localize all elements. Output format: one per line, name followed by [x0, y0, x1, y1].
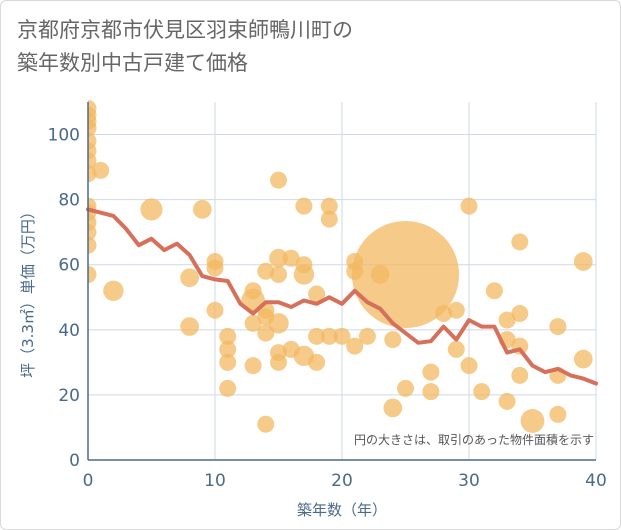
chart-title-line-1: 京都府京都市伏見区羽束師鴨川町の: [17, 18, 353, 42]
x-axis-label: 築年数（年）: [297, 501, 387, 519]
data-bubble: [511, 305, 529, 323]
data-bubble: [88, 265, 97, 283]
data-bubble: [498, 392, 516, 410]
data-bubble: [333, 327, 351, 345]
data-bubble: [447, 301, 465, 319]
data-bubble: [88, 236, 97, 254]
data-bubble: [257, 262, 275, 280]
x-tick-label: 30: [458, 471, 480, 491]
data-bubble: [88, 119, 97, 137]
data-bubble: [219, 353, 237, 371]
data-bubble: [573, 252, 593, 271]
data-bubble: [257, 415, 275, 433]
y-tick-label: 0: [69, 451, 80, 471]
data-bubble: [520, 409, 545, 433]
bubble-series: [88, 100, 593, 433]
data-bubble: [88, 223, 97, 241]
tick-labels: 0 20 40 60 80 100 0 10 20 30 40: [48, 126, 607, 491]
data-bubble: [180, 268, 199, 288]
trend-line: [86, 207, 598, 386]
data-bubble: [103, 280, 124, 301]
y-tick-label: 40: [58, 321, 80, 341]
bubble-size-note: 円の大きさは、取引のあった物件面積を示す: [354, 432, 594, 447]
data-bubble: [447, 340, 465, 358]
data-bubble: [573, 349, 593, 369]
data-bubble: [511, 366, 529, 384]
data-bubble: [511, 233, 529, 251]
x-tick-label: 20: [331, 471, 353, 491]
data-bubble: [485, 282, 503, 300]
data-bubble: [270, 265, 287, 283]
data-bubble: [219, 379, 237, 397]
data-bubble: [422, 383, 440, 401]
data-bubble: [498, 311, 516, 329]
data-bubble: [244, 357, 262, 375]
data-bubble: [269, 248, 288, 268]
data-bubble: [206, 259, 224, 277]
data-bubble: [549, 405, 567, 423]
axes: [87, 102, 596, 461]
data-bubble: [351, 220, 460, 329]
y-tick-label: 20: [58, 386, 80, 406]
data-bubble: [473, 383, 491, 401]
data-bubble: [460, 197, 478, 215]
data-bubble: [244, 314, 262, 332]
y-tick-label: 60: [58, 256, 80, 276]
chart-title: 京都府京都市伏見区羽束師鴨川町の 築年数別中古戸建て価格: [17, 14, 353, 80]
data-bubble: [460, 357, 478, 375]
data-bubble: [384, 331, 402, 349]
y-tick-label: 80: [58, 191, 80, 211]
data-bubble: [270, 353, 287, 371]
data-bubble: [308, 285, 326, 303]
x-tick-label: 0: [83, 471, 94, 491]
data-bubble: [219, 340, 237, 358]
data-bubble: [92, 161, 110, 179]
data-bubble: [435, 305, 453, 323]
data-bubble: [268, 313, 289, 334]
data-bubble: [293, 264, 315, 285]
data-bubble: [320, 197, 338, 215]
grid-lines: [88, 102, 597, 460]
chart-title-line-2: 築年数別中古戸建て価格: [17, 51, 248, 75]
data-bubble: [180, 317, 199, 336]
data-bubble: [422, 363, 440, 381]
data-bubble: [549, 318, 567, 336]
data-bubble: [320, 327, 338, 345]
data-bubble: [397, 379, 414, 397]
data-bubble: [308, 327, 326, 345]
data-bubble: [219, 327, 237, 345]
x-tick-label: 40: [585, 471, 607, 491]
data-bubble: [270, 171, 287, 189]
data-bubble: [295, 197, 313, 215]
data-bubble: [346, 337, 364, 355]
x-tick-label: 10: [204, 471, 226, 491]
data-bubble: [383, 398, 403, 418]
y-tick-label: 100: [48, 126, 80, 146]
data-bubble: [358, 327, 376, 345]
data-bubble: [282, 249, 300, 267]
data-bubble: [308, 353, 326, 371]
data-bubble: [140, 198, 163, 221]
y-axis-label: 坪（3.3㎡）単価（万円）: [19, 204, 37, 378]
data-bubble: [192, 200, 212, 219]
data-bubble: [206, 301, 224, 319]
data-bubble: [320, 210, 338, 228]
trend-line-group: [86, 207, 598, 386]
